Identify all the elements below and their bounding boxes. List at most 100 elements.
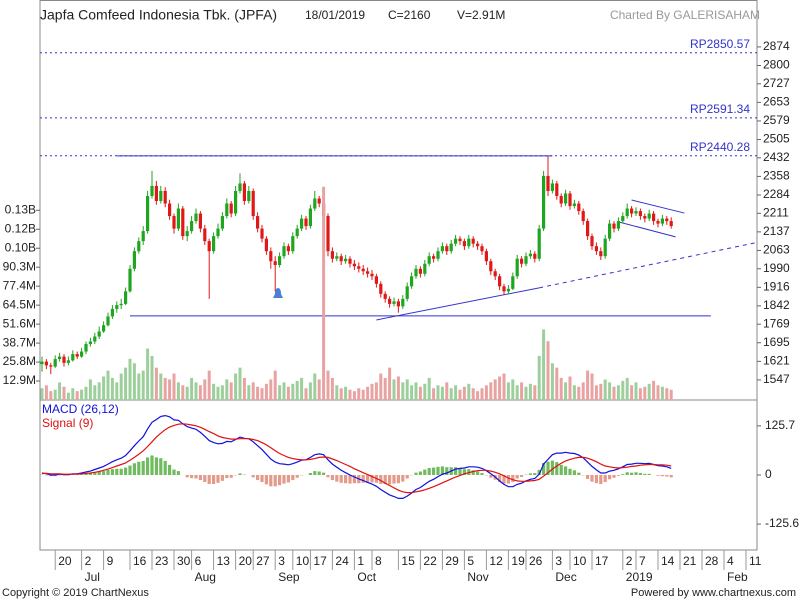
volume-bar (669, 389, 673, 400)
volume-bar (163, 377, 167, 400)
candle-body (168, 203, 172, 217)
volume-bar (392, 379, 396, 400)
candle-body (207, 241, 211, 252)
histogram-bar (286, 475, 290, 483)
volume-bar (652, 380, 656, 400)
volume-bar (410, 385, 414, 400)
x-tick-label: 19 (511, 554, 525, 568)
histogram-bar (198, 475, 202, 481)
x-tick-label: 22 (423, 554, 437, 568)
candle-body (163, 190, 167, 204)
macd-line (42, 423, 672, 494)
volume-bar (198, 385, 202, 400)
volume-bar (647, 383, 651, 400)
candle-body (586, 221, 590, 237)
histogram-bar (102, 471, 106, 475)
histogram-bar (352, 475, 356, 484)
x-tick-label: 1 (357, 554, 364, 568)
candle-body (361, 268, 365, 272)
y-tick-label: 2727 (763, 76, 790, 90)
volume-bar (476, 391, 480, 400)
histogram-bar (291, 475, 295, 481)
candle-body (467, 238, 471, 247)
x-tick-label: 13 (217, 554, 231, 568)
histogram-bar (379, 475, 383, 484)
histogram-bar (502, 475, 506, 484)
volume-bar (242, 377, 246, 400)
volume-tick-label: 90.3M (3, 259, 36, 273)
y-tick-label: 2579 (763, 113, 790, 127)
histogram-bar (84, 473, 88, 475)
candle-body (216, 228, 220, 237)
month-label: Sep (278, 570, 300, 584)
volume-bar (445, 382, 449, 400)
footer-left: Copyright © 2019 ChartNexus (2, 587, 149, 599)
histogram-bar (612, 475, 616, 478)
volume-bar (586, 370, 590, 400)
candle-body (53, 359, 57, 367)
volume-bar (106, 370, 110, 400)
candle-body (300, 218, 304, 229)
candle-body (440, 246, 444, 252)
candle-body (225, 203, 229, 217)
histogram-bar (295, 475, 299, 478)
candle-body (291, 236, 295, 252)
volume-bar (449, 388, 453, 400)
volume-bar (185, 386, 189, 400)
candle-body (80, 351, 84, 357)
volume-bar (273, 370, 277, 400)
candle-body (44, 361, 48, 366)
volume-bar (110, 377, 114, 400)
histogram-bar (462, 469, 466, 475)
histogram-bar (427, 467, 431, 475)
candle-body (401, 298, 405, 307)
candle-body (154, 185, 158, 202)
histogram-bar (172, 469, 176, 475)
histogram-bar (207, 475, 211, 484)
volume-bar (361, 389, 365, 400)
volume-bar (515, 385, 519, 400)
month-label: Jul (85, 570, 100, 584)
candle-body (546, 175, 550, 191)
volume-tick-label: 0.10B (5, 240, 36, 254)
candle-body (498, 276, 502, 287)
candle-body (656, 221, 660, 224)
volume-bar (568, 376, 572, 400)
candle-body (568, 193, 572, 207)
candle-body (572, 203, 576, 207)
x-tick-label: 26 (529, 554, 543, 568)
volume-bar (194, 382, 198, 400)
candle-body (445, 246, 449, 252)
histogram-bar (278, 475, 282, 486)
histogram-bar (124, 467, 128, 475)
candle-body (88, 341, 92, 345)
volume-bar (93, 385, 97, 400)
volume-bar (141, 370, 145, 400)
candle-body (269, 251, 273, 262)
histogram-bar (168, 464, 172, 475)
volume-bar (278, 385, 282, 400)
histogram-bar (568, 468, 572, 475)
candle-body (348, 258, 352, 264)
histogram-bar (322, 472, 326, 475)
volume-bar (370, 383, 374, 400)
candle-body (528, 253, 532, 257)
histogram-bar (273, 475, 277, 487)
volume-bar (489, 382, 493, 400)
histogram-bar (141, 460, 145, 475)
histogram-bar (616, 475, 620, 476)
histogram-bar (370, 475, 374, 483)
volume-bar (484, 385, 488, 400)
candle-body (172, 216, 176, 229)
histogram-bar (260, 475, 264, 483)
candle-body (458, 238, 462, 242)
candle-body (480, 246, 484, 252)
candle-body (106, 316, 110, 326)
histogram-bar (603, 475, 607, 483)
candle-body (132, 251, 136, 269)
candle-body (93, 336, 97, 342)
candle-body (75, 354, 79, 357)
candle-body (608, 223, 612, 239)
histogram-bar (106, 469, 110, 475)
